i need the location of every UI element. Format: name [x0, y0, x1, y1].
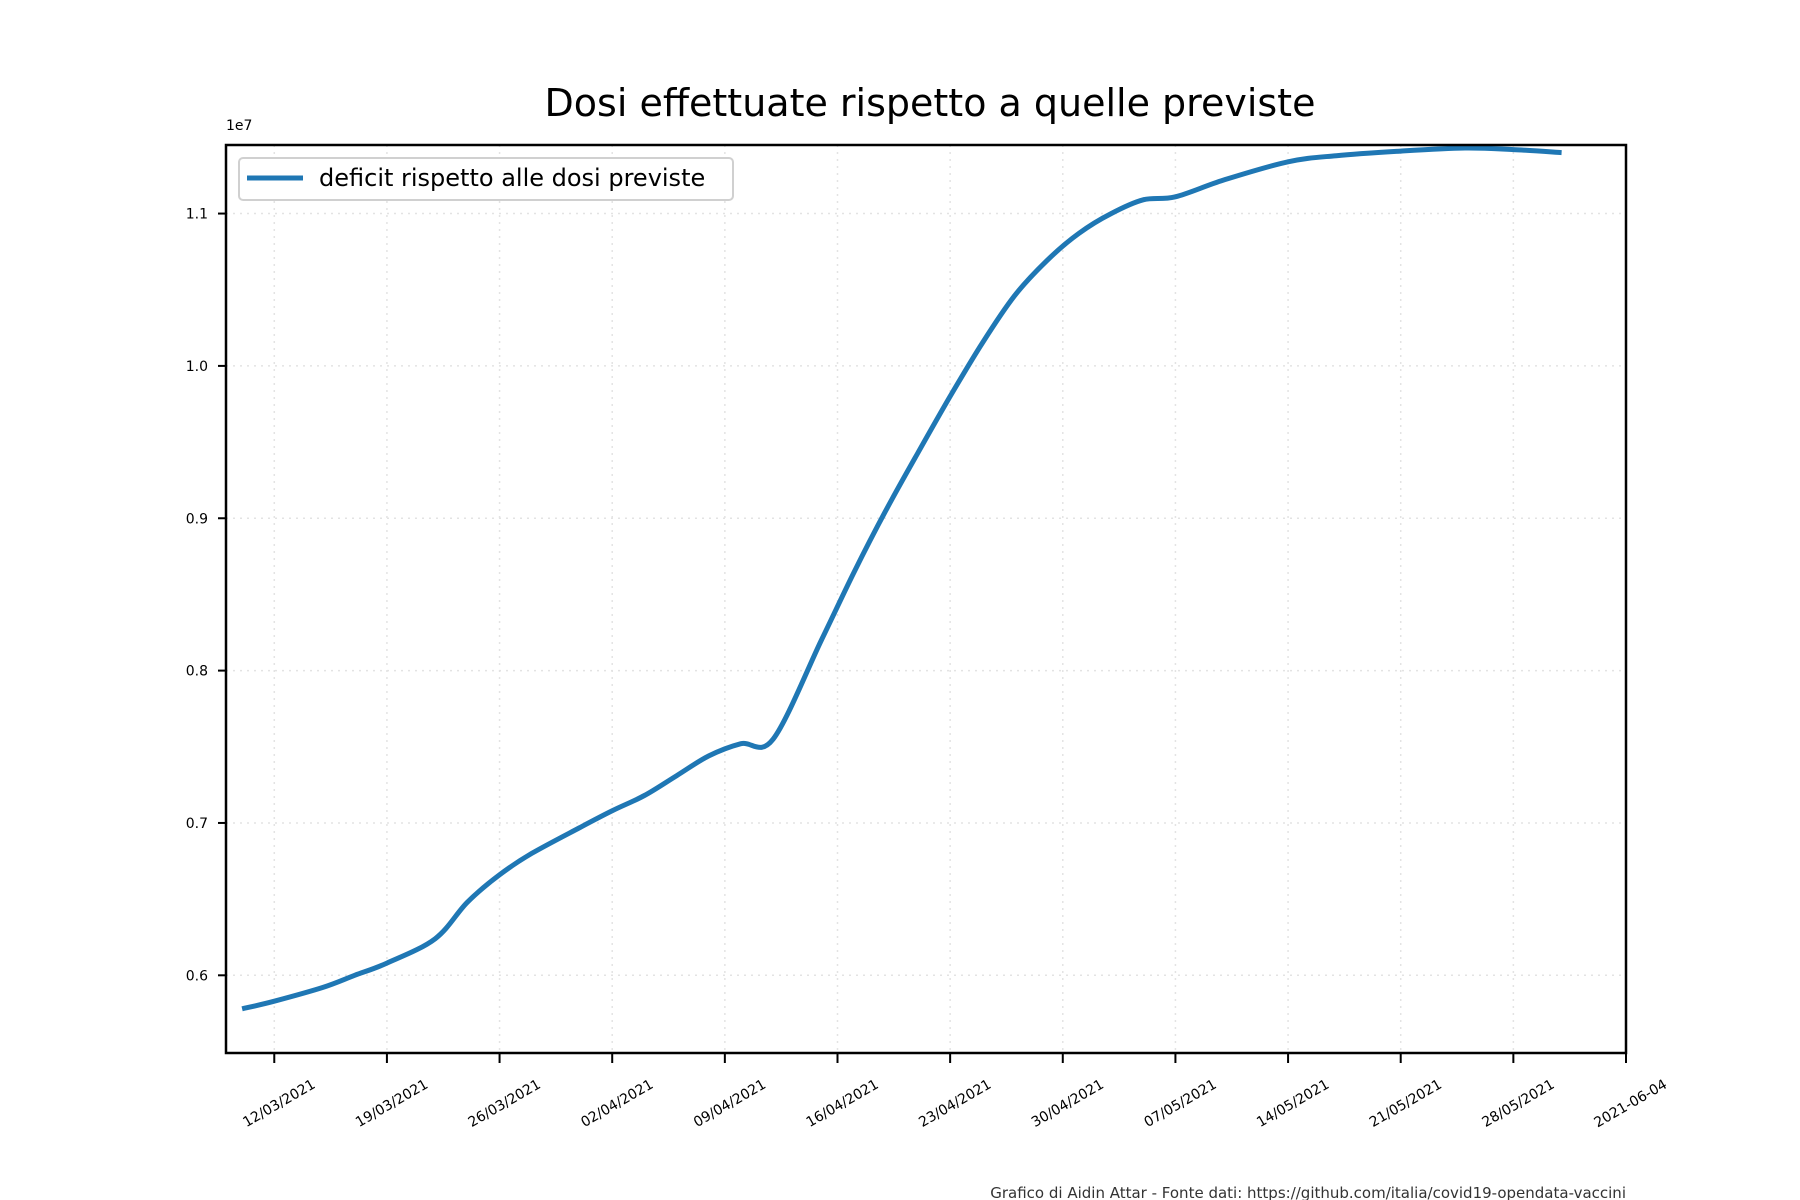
y-tick-label: 1.0 — [186, 359, 208, 375]
axis-layer: 0.6 0.7 0.8 0.9 1.0 1.1 12/03/2021 19/03/2021 26… — [186, 207, 1670, 1132]
x-tick-label: 28/05/2021 — [1479, 1077, 1557, 1131]
series-layer — [241, 145, 1562, 1012]
x-tick-label: 07/05/2021 — [1142, 1077, 1220, 1131]
y-multiplier-label: 1e7 — [226, 118, 252, 134]
legend: deficit rispetto alle dosi previste — [238, 157, 734, 201]
x-tick-label: 12/03/2021 — [240, 1077, 318, 1131]
x-tick-label: 19/03/2021 — [353, 1077, 431, 1131]
y-tick-label: 1.1 — [186, 207, 208, 223]
x-tick-label: 26/03/2021 — [466, 1077, 544, 1131]
grid-layer — [226, 145, 1626, 1053]
chart-title: Dosi effettuate rispetto a quelle previs… — [545, 81, 1316, 125]
x-tick-label: 2021-06-04 — [1592, 1077, 1671, 1132]
x-tick-label: 30/04/2021 — [1029, 1077, 1107, 1131]
x-tick-label: 14/05/2021 — [1254, 1077, 1332, 1131]
legend-box — [238, 157, 734, 201]
y-tick-label: 0.7 — [186, 816, 208, 832]
x-tick-label: 21/05/2021 — [1367, 1077, 1445, 1131]
y-tick-label: 0.6 — [186, 968, 208, 984]
series-line — [241, 145, 1562, 1012]
x-tick-label: 09/04/2021 — [691, 1077, 769, 1131]
plot-frame — [224, 143, 1628, 1055]
x-tick-label: 23/04/2021 — [916, 1077, 994, 1131]
source-footer: Grafico di Aidin Attar - Fonte dati: htt… — [990, 1184, 1626, 1200]
y-tick-label: 0.9 — [186, 511, 208, 527]
x-tick-label: 02/04/2021 — [578, 1077, 656, 1131]
y-tick-label: 0.8 — [186, 664, 208, 680]
x-tick-label: 16/04/2021 — [804, 1077, 882, 1131]
legend-series-label: deficit rispetto alle dosi previste — [319, 164, 705, 192]
